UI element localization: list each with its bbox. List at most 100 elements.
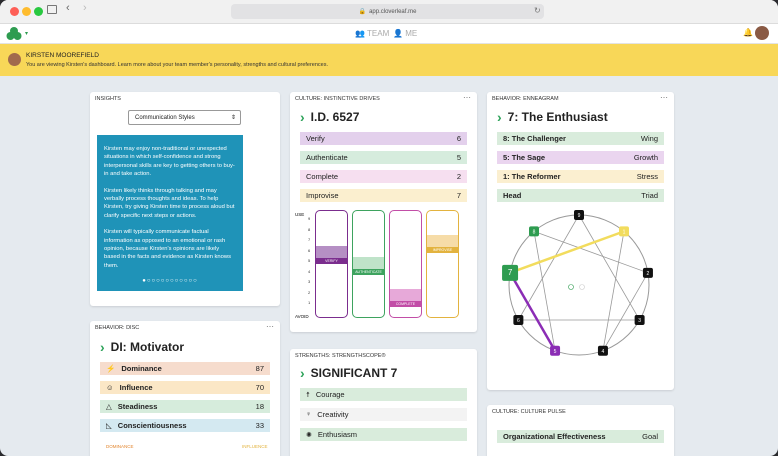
drive-value: 5 — [456, 153, 461, 162]
drive-row[interactable]: Verify 6 — [300, 132, 467, 145]
more-options-icon[interactable]: ⋯ — [266, 322, 274, 331]
viewing-banner: KIRSTEN MOOREFIELD You are viewing Kirst… — [0, 44, 778, 76]
pulse-row[interactable]: Organizational Effectiveness Goal — [497, 430, 664, 443]
disc-row[interactable]: ☺ Influence 70 — [100, 381, 270, 394]
strength-icon: ✺ — [306, 431, 312, 439]
drive-bar-label: COMPLETE — [390, 301, 421, 308]
enneagram-node[interactable] — [502, 264, 519, 281]
enneagram-node[interactable] — [529, 226, 540, 237]
disc-row[interactable]: △ Steadiness 18 — [100, 400, 270, 413]
strengths-heading-text: SIGNIFICANT 7 — [310, 366, 398, 380]
forward-icon[interactable]: › — [83, 2, 87, 14]
team-nav[interactable]: 👥 TEAM — [355, 29, 389, 38]
enneagram-line — [578, 214, 640, 321]
disc-heading: › DI: Motivator — [100, 339, 184, 355]
insight-paragraph: Kirsten will typically communicate factu… — [104, 229, 231, 269]
lock-icon: 🔒 — [358, 9, 367, 15]
user-avatar[interactable] — [755, 26, 769, 40]
strength-label: Enthusiasm — [317, 430, 358, 439]
strength-row[interactable]: ✺ Enthusiasm — [300, 428, 467, 441]
enneagram-row-tag: Triad — [641, 191, 658, 200]
disc-label: Steadiness — [117, 402, 158, 411]
insights-card: INSIGHTS Communication Styles ⇕ Kirsten m… — [90, 92, 280, 306]
more-options-icon[interactable]: ⋯ — [660, 93, 668, 102]
enneagram-title: BEHAVIOR: ENNEAGRAM — [492, 96, 559, 102]
strength-icon: ☨ — [306, 391, 310, 399]
pulse-row-tag: Goal — [642, 432, 658, 441]
enneagram-node-label: 6 — [517, 318, 520, 324]
axis-tick-label: 4 — [308, 268, 311, 274]
cloverleaf-logo-icon[interactable] — [6, 26, 22, 42]
me-nav[interactable]: 👤 ME — [393, 29, 417, 38]
enneagram-node-label: 5 — [554, 349, 557, 355]
minimize-window-icon[interactable] — [22, 7, 31, 16]
drive-bar: VERIFY — [315, 210, 348, 318]
disc-label: Dominance — [121, 364, 162, 373]
disc-row-left: ☺ Influence — [106, 383, 153, 392]
insights-select[interactable]: Communication Styles ⇕ — [128, 110, 241, 125]
disc-row-left: △ Steadiness — [106, 402, 157, 411]
axis-tick-label: 3 — [308, 279, 311, 284]
enneagram-row-label: Head — [503, 191, 522, 200]
axis-tick-label: 8 — [308, 226, 311, 232]
drive-row[interactable]: Improvise 7 — [300, 189, 467, 202]
bell-icon[interactable]: 🔔 — [743, 28, 753, 37]
enneagram-node-label: 9 — [578, 213, 581, 219]
insights-title: INSIGHTS — [95, 96, 121, 102]
enneagram-node[interactable] — [642, 267, 653, 278]
strength-row[interactable]: ☨ Courage — [300, 388, 467, 401]
disc-row[interactable]: ⚡ Dominance 87 — [100, 362, 270, 375]
banner-name: KIRSTEN MOOREFIELD — [26, 52, 99, 59]
axis-use-label: USE — [295, 212, 305, 217]
me-label: ME — [405, 29, 418, 38]
instinctive-drives-card: CULTURE: INSTINCTIVE DRIVES ⋯ › I.D. 6527… — [290, 92, 477, 332]
more-options-icon[interactable]: ⋯ — [463, 93, 471, 102]
drives-heading: › I.D. 6527 — [300, 109, 359, 125]
maximize-window-icon[interactable] — [34, 7, 43, 16]
kirsten-avatar — [8, 53, 21, 66]
enneagram-row[interactable]: 8: The Challenger Wing — [497, 132, 664, 145]
url-text: app.cloverleaf.me — [369, 8, 417, 15]
enneagram-card: BEHAVIOR: ENNEAGRAM ⋯ › 7: The Enthusiast… — [487, 92, 674, 390]
app-header: ▾ 👥 TEAM 👤 ME 🔔 — [0, 24, 778, 44]
address-bar[interactable]: 🔒 app.cloverleaf.me — [231, 4, 544, 19]
enneagram-node[interactable] — [550, 345, 561, 356]
carousel-dots[interactable]: ●○○○○○○○○○○○ — [142, 278, 198, 285]
axis-tick-label: 6 — [308, 247, 311, 253]
enneagram-node[interactable] — [574, 210, 584, 220]
disc-title: BEHAVIOR: DISC — [95, 325, 140, 331]
enneagram-heading: › 7: The Enthusiast — [497, 109, 608, 125]
enneagram-row[interactable]: Head Triad — [497, 189, 664, 202]
axis-tick-label: 9 — [308, 216, 311, 221]
drive-label: Improvise — [306, 191, 339, 200]
disc-influence-foot: INFLUENCE — [242, 444, 268, 449]
banner-message: You are viewing Kirsten's dashboard. Lea… — [26, 62, 329, 68]
drive-bar-label: IMPROVISE — [427, 247, 458, 254]
strengths-title: STRENGTHS: STRENGTHSCOPE® — [295, 353, 386, 359]
enneagram-node[interactable] — [618, 226, 629, 237]
insight-paragraph: Kirsten may enjoy non-traditional or une… — [104, 146, 235, 178]
close-window-icon[interactable] — [10, 7, 19, 16]
drives-heading-text: I.D. 6527 — [310, 110, 360, 124]
disc-row[interactable]: ◺ Conscientiousness 33 — [100, 419, 270, 432]
drive-row[interactable]: Authenticate 5 — [300, 151, 467, 164]
enneagram-line — [602, 231, 625, 351]
disc-value: 33 — [255, 421, 264, 430]
logo-dropdown-icon[interactable]: ▾ — [25, 31, 29, 37]
sidebar-toggle-icon[interactable] — [47, 5, 57, 14]
drive-value: 2 — [456, 172, 461, 181]
enneagram-node-label: 3 — [638, 318, 641, 324]
enneagram-line — [509, 230, 625, 275]
enneagram-node[interactable] — [634, 315, 645, 325]
enneagram-row[interactable]: 5: The Sage Growth — [497, 151, 664, 164]
drive-bar: AUTHENTICATE — [352, 210, 385, 318]
back-icon[interactable]: ‹ — [66, 2, 70, 14]
reload-icon[interactable]: ↻ — [534, 6, 541, 15]
enneagram-row[interactable]: 1: The Reformer Stress — [497, 170, 664, 183]
strength-row[interactable]: ♀ Creativity — [300, 408, 467, 421]
drive-row[interactable]: Complete 2 — [300, 170, 467, 183]
chevron-right-icon: › — [100, 339, 105, 355]
enneagram-node[interactable] — [597, 345, 608, 356]
enneagram-node[interactable] — [513, 315, 524, 325]
enneagram-diagram: 9 1 2 3 4 5 6 7 8 — [502, 210, 653, 356]
